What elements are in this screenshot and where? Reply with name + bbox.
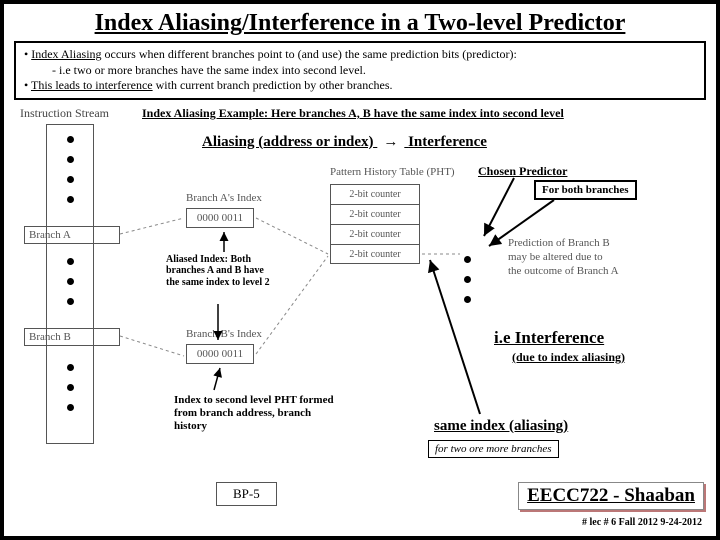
stream-dot <box>67 278 74 285</box>
example-label: Index Aliasing Example: Here branches A,… <box>142 106 564 121</box>
pht-row: 2-bit counter <box>331 185 419 205</box>
intro-line-1: • Index Aliasing occurs when different b… <box>24 47 696 63</box>
prediction-b-note: Prediction of Branch B may be altered du… <box>508 236 619 279</box>
stream-dot <box>67 298 74 305</box>
due-to-label: (due to index aliasing) <box>512 350 625 365</box>
interference-label: i.e Interference <box>494 328 604 348</box>
intro-underline-2: This leads to interference <box>31 78 153 92</box>
intro-line-3: • This leads to interference with curren… <box>24 78 696 94</box>
arrow-icon: → <box>383 134 398 151</box>
intro-box: • Index Aliasing occurs when different b… <box>14 41 706 100</box>
aliasing-arrow-text: Aliasing (address or index) → Interferen… <box>202 134 487 151</box>
connector-lines <box>14 106 714 486</box>
chosen-predictor-label: Chosen Predictor <box>478 164 567 179</box>
stream-dot <box>67 196 74 203</box>
branch-b-index-box: 0000 0011 <box>186 344 254 364</box>
branch-b-bar: Branch B <box>24 328 120 346</box>
slide: Index Aliasing/Interference in a Two-lev… <box>0 0 720 540</box>
mid-dot <box>464 296 471 303</box>
pht-row: 2-bit counter <box>331 245 419 265</box>
for-both-branches-box: For both branches <box>534 180 637 200</box>
stream-dot <box>67 258 74 265</box>
course-footer: EECC722 - Shaaban <box>518 482 704 510</box>
pred-b-l2: may be altered due to <box>508 250 619 264</box>
stream-dot <box>67 404 74 411</box>
intro-line-2: - i.e two or more branches have the same… <box>24 63 696 79</box>
pred-b-l1: Prediction of Branch B <box>508 236 619 250</box>
same-index-label: same index (aliasing) <box>434 418 568 435</box>
aliased-index-note: Aliased Index: Both branches A and B hav… <box>166 254 270 289</box>
index-formed-note: Index to second level PHT formed from br… <box>174 394 344 434</box>
pred-b-l3: the outcome of Branch A <box>508 264 619 278</box>
intro-rest-1: occurs when different branches point to … <box>102 47 517 61</box>
pht-row: 2-bit counter <box>331 225 419 245</box>
page-number-box: BP-5 <box>216 482 277 506</box>
mid-dot <box>464 256 471 263</box>
intro-underline-1: Index Aliasing <box>31 47 101 61</box>
stream-dot <box>67 364 74 371</box>
slide-title: Index Aliasing/Interference in a Two-lev… <box>14 10 706 37</box>
pht-box: 2-bit counter 2-bit counter 2-bit counte… <box>330 184 420 264</box>
mid-dot <box>464 276 471 283</box>
aliasing-right: Interference <box>408 134 487 150</box>
aliasing-left: Aliasing (address or index) <box>202 134 374 150</box>
lecture-footer: # lec # 6 Fall 2012 9-24-2012 <box>582 517 702 528</box>
pht-label: Pattern History Table (PHT) <box>330 166 455 178</box>
branch-b-index-label: Branch B's Index <box>186 328 262 340</box>
stream-dot <box>67 384 74 391</box>
stream-dot <box>67 176 74 183</box>
stream-dot <box>67 136 74 143</box>
intro-rest-2: with current branch prediction by other … <box>153 78 393 92</box>
instruction-stream-label: Instruction Stream <box>20 106 109 121</box>
for-two-branches-box: for two ore more branches <box>428 440 559 458</box>
stream-dot <box>67 156 74 163</box>
diagram-area: Instruction Stream Index Aliasing Exampl… <box>14 106 706 486</box>
branch-a-bar: Branch A <box>24 226 120 244</box>
pht-row: 2-bit counter <box>331 205 419 225</box>
branch-a-index-label: Branch A's Index <box>186 192 262 204</box>
branch-a-index-box: 0000 0011 <box>186 208 254 228</box>
